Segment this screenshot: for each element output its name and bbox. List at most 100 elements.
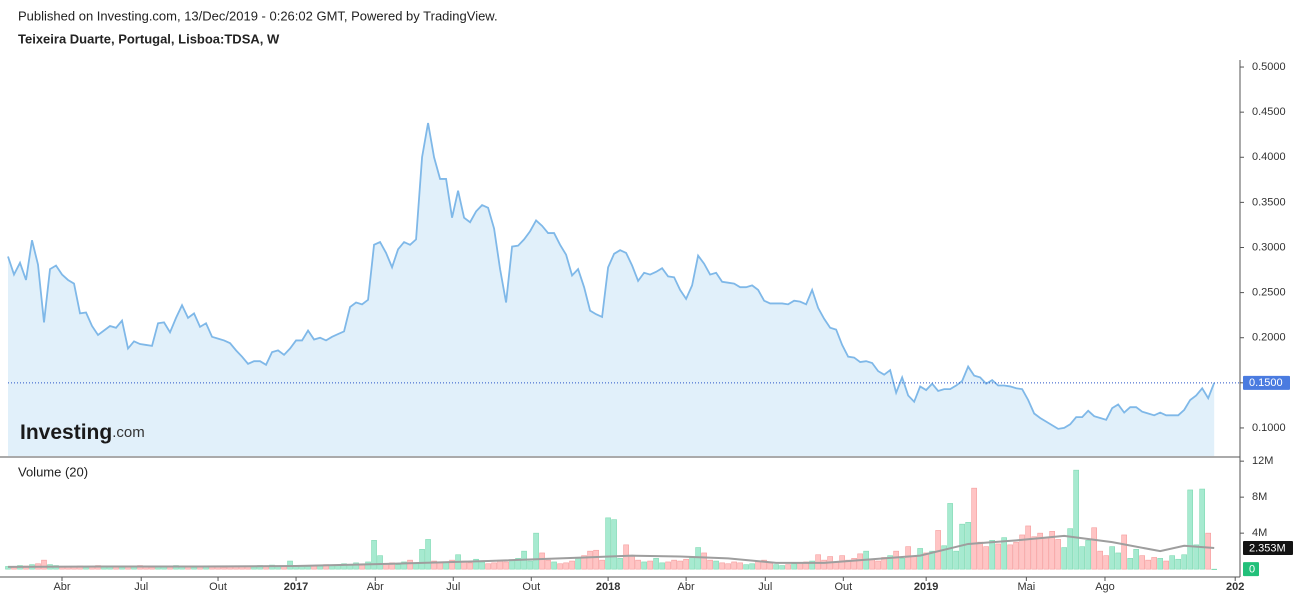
logo: Investing.com (20, 421, 145, 444)
volume-bar (599, 559, 605, 570)
volume-bar (437, 562, 443, 570)
volume-bar (677, 560, 683, 570)
volume-bar (941, 545, 947, 570)
volume-bar (407, 559, 413, 570)
y-tick-label: 0.4500 (1252, 106, 1286, 118)
volume-bar (821, 559, 827, 570)
volume-bar (935, 530, 941, 570)
value-box-label: 0 (1249, 564, 1255, 576)
y-tick-label: 8M (1252, 491, 1267, 503)
volume-bar (1127, 558, 1133, 570)
volume-bar (917, 548, 923, 570)
volume-bar (593, 549, 599, 570)
volume-bar (509, 559, 515, 570)
volume-bar (1121, 534, 1127, 570)
x-tick-label: Abr (367, 581, 384, 593)
volume-bar (305, 566, 311, 570)
volume-bar (575, 558, 581, 570)
x-tick-label: 2017 (284, 581, 308, 593)
volume-bar (857, 553, 863, 570)
volume-bar (1157, 558, 1163, 570)
volume-bar (497, 560, 503, 570)
volume-bar (671, 559, 677, 570)
volume-bar (1169, 555, 1175, 570)
volume-bar (1211, 568, 1217, 570)
volume-bar (767, 562, 773, 570)
y-tick-label: 0.2000 (1252, 332, 1286, 344)
volume-bar (905, 546, 911, 570)
y-tick-label: 0.2500 (1252, 287, 1286, 299)
volume-bar (1061, 547, 1067, 570)
volume-bar (977, 541, 983, 570)
x-tick-label: Jul (758, 581, 772, 593)
volume-bar (665, 561, 671, 570)
logo-suffix: .com (112, 424, 145, 441)
volume-bar (1037, 532, 1043, 570)
volume-bar (737, 562, 743, 570)
price-area (8, 122, 1215, 456)
volume-bar (899, 558, 905, 570)
volume-bar (341, 563, 347, 570)
volume-bar (1073, 469, 1079, 570)
volume-bar (191, 567, 197, 570)
volume-bar (401, 561, 407, 570)
volume-bar (1097, 550, 1103, 570)
volume-bar (1103, 555, 1109, 570)
y-tick-label: 0.4000 (1252, 151, 1286, 163)
volume-bar (479, 561, 485, 570)
volume-bar (629, 555, 635, 570)
volume-bar (539, 552, 545, 570)
volume-bar (491, 562, 497, 570)
volume-bar (683, 558, 689, 570)
volume-bar (749, 563, 755, 570)
price-line (7, 122, 1216, 430)
volume-bar (581, 555, 587, 570)
volume-bar (947, 503, 953, 570)
volume-bar (659, 562, 665, 570)
x-tick-label: Abr (53, 581, 70, 593)
volume-bar (425, 539, 431, 570)
volume-bar (701, 552, 707, 570)
volume-bar (1151, 557, 1157, 570)
volume-bar (791, 563, 797, 570)
volume-bar (1019, 534, 1025, 570)
volume-bar (773, 564, 779, 570)
volume-bar (953, 550, 959, 570)
volume-bar (1181, 554, 1187, 570)
x-tick-label: Jul (134, 581, 148, 593)
volume-bar (449, 559, 455, 570)
volume-bar (635, 559, 641, 570)
volume-bar (41, 559, 47, 570)
volume-bar (413, 563, 419, 570)
volume-bar (545, 559, 551, 570)
volume-bar (473, 558, 479, 570)
volume-bar (887, 555, 893, 570)
volume-bar (719, 562, 725, 570)
volume-bar (395, 564, 401, 570)
volume-bar (647, 560, 653, 570)
volume-bar (569, 560, 575, 570)
volume-bar (371, 540, 377, 570)
logo-brand: Investing (20, 421, 112, 444)
y-tick-label: 0.5000 (1252, 61, 1286, 73)
volume-bar (653, 558, 659, 570)
volume-bar (515, 558, 521, 570)
volume-bar (875, 560, 881, 570)
volume-bar (365, 561, 371, 570)
volume-bar (611, 519, 617, 570)
volume-bar (761, 559, 767, 570)
volume-bar (1115, 552, 1121, 570)
volume-bar (527, 560, 533, 570)
x-tick-label: Out (522, 581, 540, 593)
x-tick-label: Abr (678, 581, 695, 593)
volume-bar (353, 562, 359, 570)
x-tick-label: Mai (1017, 581, 1035, 593)
volume-bar (1025, 525, 1031, 570)
volume-bar (1049, 531, 1055, 570)
subtitle: Published on Investing.com, 13/Dec/2019 … (18, 8, 498, 23)
volume-label: Volume (20) (18, 464, 88, 479)
volume-bar (419, 549, 425, 570)
volume-bar (605, 517, 611, 570)
volume-bar (551, 561, 557, 570)
volume-bar (467, 562, 473, 570)
